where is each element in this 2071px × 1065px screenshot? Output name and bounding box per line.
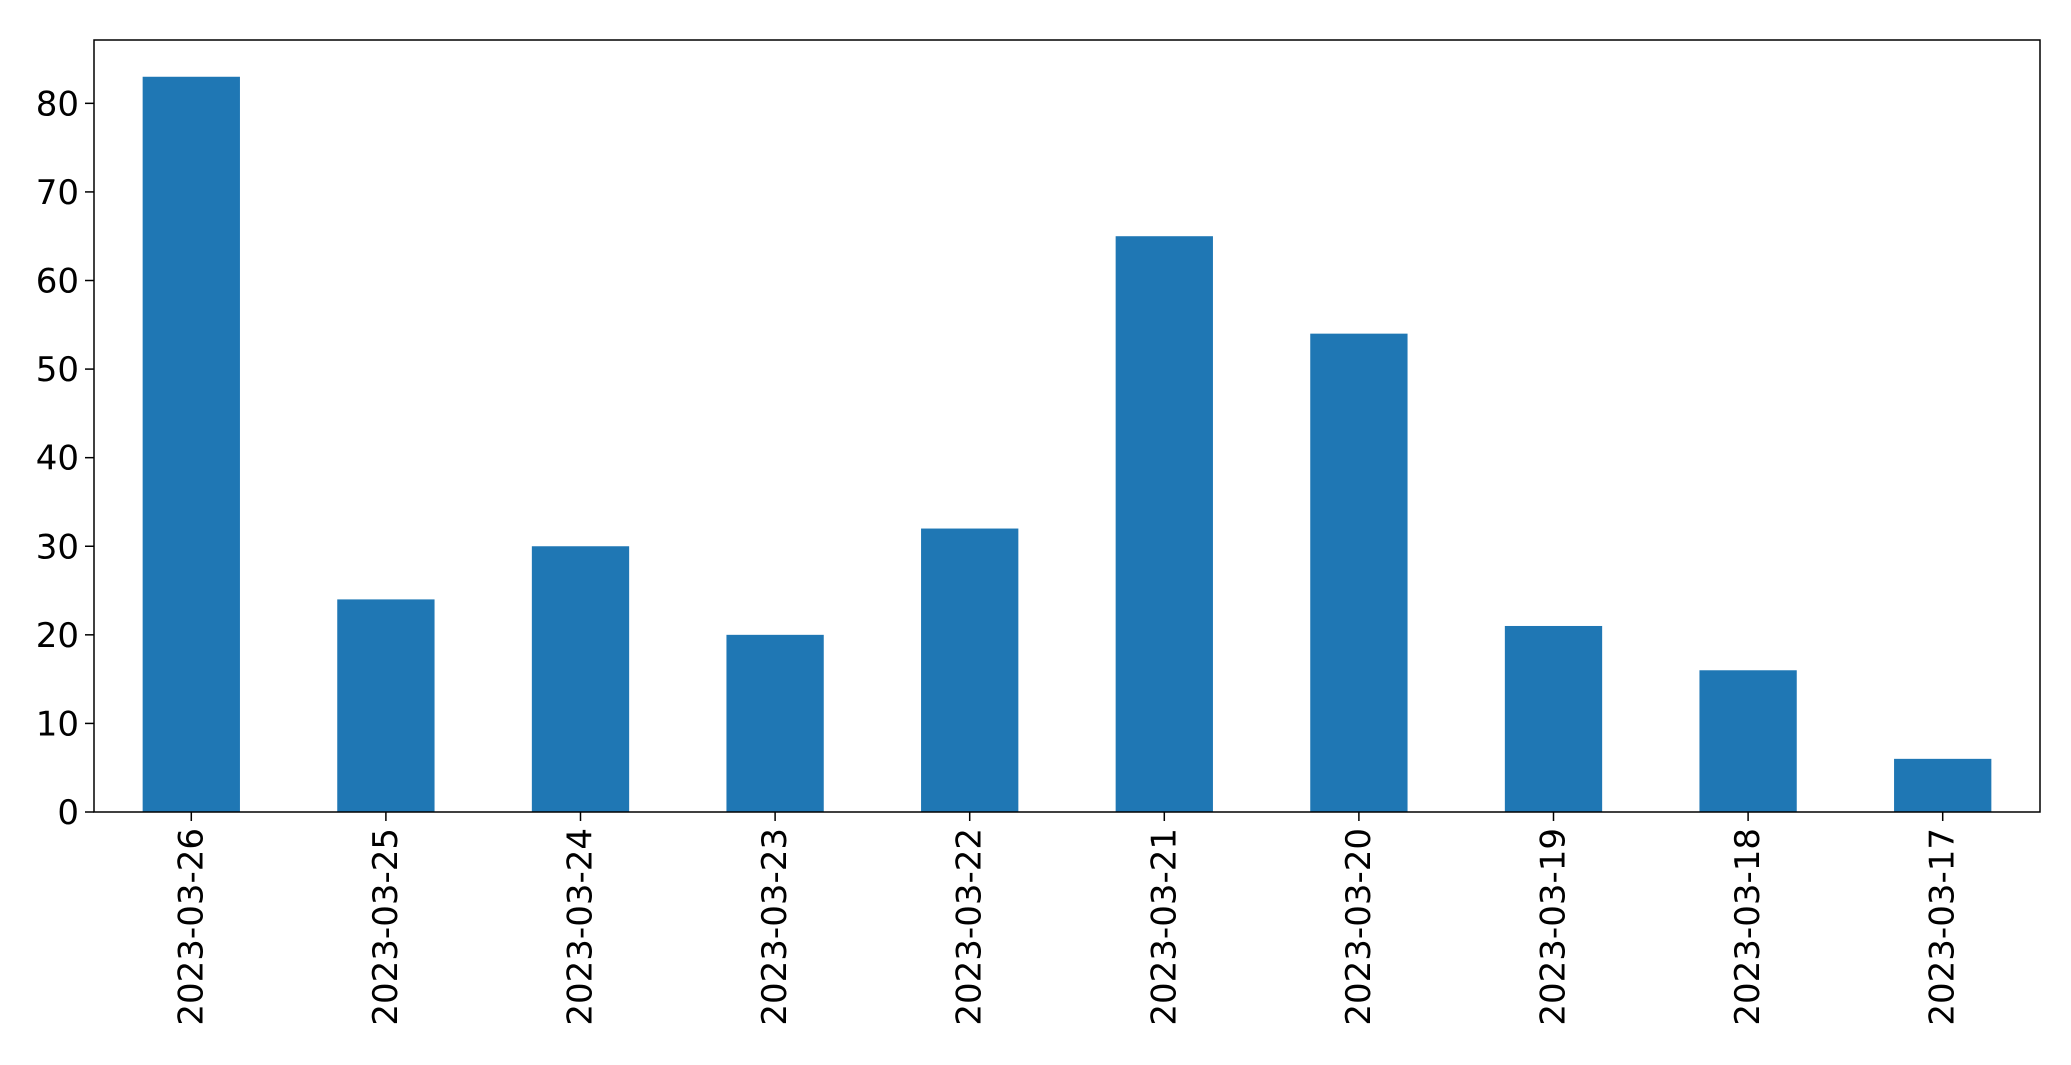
bar-2023-03-20 [1310, 333, 1408, 812]
x-tick-label: 2023-03-26 [171, 828, 211, 1026]
x-tick-label: 2023-03-23 [755, 828, 795, 1026]
x-tick-label: 2023-03-20 [1339, 828, 1379, 1026]
y-tick-label: 70 [36, 173, 79, 213]
y-tick-label: 10 [36, 704, 79, 744]
x-tick-label: 2023-03-21 [1144, 828, 1184, 1026]
bar-2023-03-24 [531, 546, 630, 812]
x-tick-label: 2023-03-24 [561, 828, 601, 1026]
x-axis: 2023-03-26 2023-03-25 2023-03-24 2023-03-23… [171, 812, 1963, 1026]
bar-2023-03-18 [1699, 670, 1797, 812]
bar-2023-03-23 [726, 634, 824, 812]
x-tick-label: 2023-03-18 [1728, 828, 1768, 1026]
x-tick-label: 2023-03-19 [1534, 828, 1574, 1026]
bar-2023-03-26 [142, 76, 240, 812]
y-tick-label: 20 [36, 616, 79, 656]
bars-layer [142, 76, 1992, 813]
x-tick-label: 2023-03-17 [1923, 828, 1963, 1026]
y-tick-label: 60 [36, 262, 79, 302]
bar-2023-03-21 [1115, 236, 1213, 813]
bar-2023-03-22 [921, 528, 1019, 812]
x-tick-label: 2023-03-25 [366, 828, 406, 1026]
y-axis: 0 10 20 30 40 50 60 70 80 [36, 84, 94, 833]
plot-frame [93, 39, 2041, 813]
bar-2023-03-17 [1894, 758, 1992, 812]
y-tick-label: 0 [57, 793, 79, 833]
y-tick-label: 50 [36, 350, 79, 390]
y-tick-label: 40 [36, 439, 79, 479]
bar-2023-03-25 [337, 599, 435, 812]
bar-2023-03-19 [1504, 625, 1603, 812]
x-tick-label: 2023-03-22 [950, 828, 990, 1026]
y-tick-label: 80 [36, 84, 79, 124]
y-tick-label: 30 [36, 527, 79, 567]
